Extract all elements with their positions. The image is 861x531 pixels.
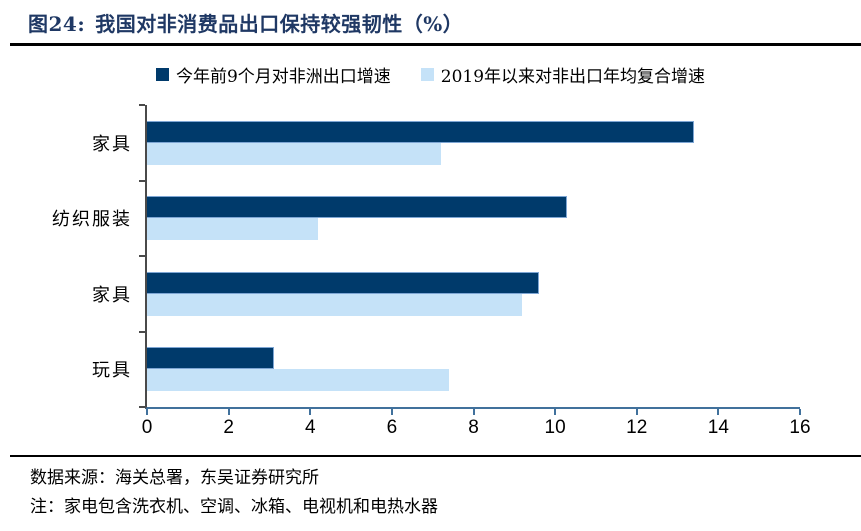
chart-title-text: 我国对非消费品出口保持较强韧性（%） <box>95 12 464 36</box>
bar-group-1 <box>147 105 800 181</box>
x-axis-tick-label: 8 <box>468 417 479 438</box>
category-label-2: 纺织服装 <box>52 209 132 231</box>
bar-2-dark <box>147 196 568 219</box>
x-axis-tick <box>635 409 638 415</box>
legend-swatch-light <box>420 68 434 81</box>
x-axis-tick-label: 2 <box>223 417 234 438</box>
x-axis-tick <box>390 409 393 415</box>
x-axis-tick-label: 10 <box>544 417 566 438</box>
legend-label-series1: 今年前9个月对非洲出口增速 <box>175 67 391 87</box>
legend-item-series2: 2019年以来对非出口年均复合增速 <box>420 62 706 87</box>
x-axis-tick-label: 4 <box>304 417 316 438</box>
x-axis-tick <box>799 409 801 415</box>
chart-title-number: 图24: <box>28 12 86 36</box>
legend-item-series1: 今年前9个月对非洲出口增速 <box>155 62 391 87</box>
x-axis-tick <box>472 409 475 415</box>
y-axis-tick <box>139 255 145 257</box>
category-label-4: 玩具 <box>92 360 132 382</box>
plot-area: 家具 纺织服装 家具 玩具 0 2 4 6 8 10 12 14 16 <box>52 104 811 438</box>
footnote-text: 注：家电包含洗衣机、空调、冰箱、电视机和电热水器 <box>30 497 438 517</box>
bar-group-4 <box>147 332 800 408</box>
y-axis-tick <box>139 330 145 333</box>
legend-label-series2: 2019年以来对非出口年均复合增速 <box>440 67 706 87</box>
bar-4-dark <box>147 347 274 370</box>
bar-3-dark <box>147 271 539 294</box>
legend-swatch-dark <box>155 68 169 81</box>
x-axis-tick-label: 6 <box>386 417 398 438</box>
x-axis-tick-label: 0 <box>141 417 153 438</box>
data-source-text: 数据来源：海关总署，东吴证券研究所 <box>30 468 319 488</box>
bar-1-light <box>147 142 441 165</box>
bar-group-2 <box>147 181 800 257</box>
x-axis-tick <box>146 409 148 415</box>
x-axis-tick <box>554 409 557 415</box>
bar-1-dark <box>147 120 694 143</box>
x-axis-tick <box>227 409 230 415</box>
category-label-3: 家具 <box>92 284 132 306</box>
footer-divider <box>10 455 861 457</box>
bar-group-3 <box>147 256 800 332</box>
x-axis-tick-label: 14 <box>707 417 729 438</box>
bar-4-light <box>147 369 449 392</box>
x-axis-tick <box>309 409 312 415</box>
y-axis-tick <box>139 406 145 408</box>
y-axis-tick <box>139 179 145 182</box>
x-axis-tick-label: 16 <box>789 417 811 438</box>
y-axis-tick <box>139 104 145 106</box>
x-axis-tick-label: 12 <box>626 417 648 438</box>
chart-title: 图24: 我国对非消费品出口保持较强韧性（%） <box>28 8 463 37</box>
bar-3-light <box>147 293 523 316</box>
bar-2-light <box>147 218 319 241</box>
chart-legend: 今年前9个月对非洲出口增速 2019年以来对非出口年均复合增速 <box>0 62 861 87</box>
title-divider <box>10 43 861 46</box>
category-label-1: 家具 <box>92 133 132 155</box>
x-axis-tick <box>717 409 720 415</box>
